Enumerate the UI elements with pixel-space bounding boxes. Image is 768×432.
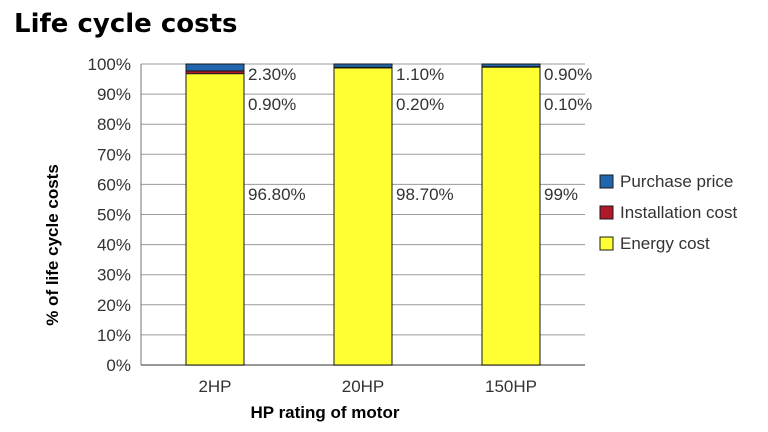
bar-energy-cost-150hp [481, 66, 541, 366]
legend-label: Purchase price [620, 172, 733, 191]
bar-purchase-price-2hp [185, 63, 245, 72]
y-tick-label: 50% [97, 206, 131, 225]
data-label: 96.80% [248, 185, 306, 204]
y-tick-label: 80% [97, 115, 131, 134]
data-label: 0.10% [544, 95, 592, 114]
legend-swatch [599, 236, 614, 251]
data-label: 0.90% [544, 65, 592, 84]
data-labels: 96.80% 0.90% 2.30% 98.70% 0.20% 1.10% 99% 0.10%… [248, 65, 592, 204]
data-label: 0.20% [396, 95, 444, 114]
data-label: 1.10% [396, 65, 444, 84]
y-tick-label: 90% [97, 85, 131, 104]
data-label: 99% [544, 185, 578, 204]
bar-energy-cost-2hp [185, 73, 245, 366]
x-tick-label: 2HP [198, 377, 231, 396]
y-tick-label: 100% [88, 55, 131, 74]
y-axis-ticks: 0% 10% 20% 30% 40% 50% 60% 70% 80% 90% 100% [88, 55, 131, 375]
legend-label: Installation cost [620, 203, 737, 222]
bar-purchase-price-150hp [481, 63, 541, 68]
bars [185, 63, 541, 366]
y-axis-title: % of life cycle costs [43, 164, 62, 326]
data-label: 2.30% [248, 65, 296, 84]
y-tick-label: 20% [97, 296, 131, 315]
y-tick-label: 0% [106, 356, 131, 375]
legend-swatch [599, 205, 614, 220]
x-tick-label: 20HP [342, 377, 385, 396]
y-tick-label: 70% [97, 145, 131, 164]
y-tick-label: 40% [97, 236, 131, 255]
chart-title: Life cycle costs [14, 9, 238, 39]
legend-label: Energy cost [620, 234, 710, 253]
legend-swatch [599, 174, 614, 189]
data-label: 98.70% [396, 185, 454, 204]
legend: Purchase price Installation cost Energy co… [599, 172, 737, 253]
data-label: 0.90% [248, 95, 296, 114]
y-tick-label: 60% [97, 175, 131, 194]
bar-energy-cost-20hp [333, 67, 393, 366]
y-tick-label: 10% [97, 326, 131, 345]
x-axis-ticks: 2HP 20HP 150HP [198, 377, 537, 396]
bar-purchase-price-20hp [333, 63, 393, 68]
x-tick-label: 150HP [485, 377, 537, 396]
y-tick-label: 30% [97, 266, 131, 285]
x-axis-title: HP rating of motor [251, 403, 400, 422]
